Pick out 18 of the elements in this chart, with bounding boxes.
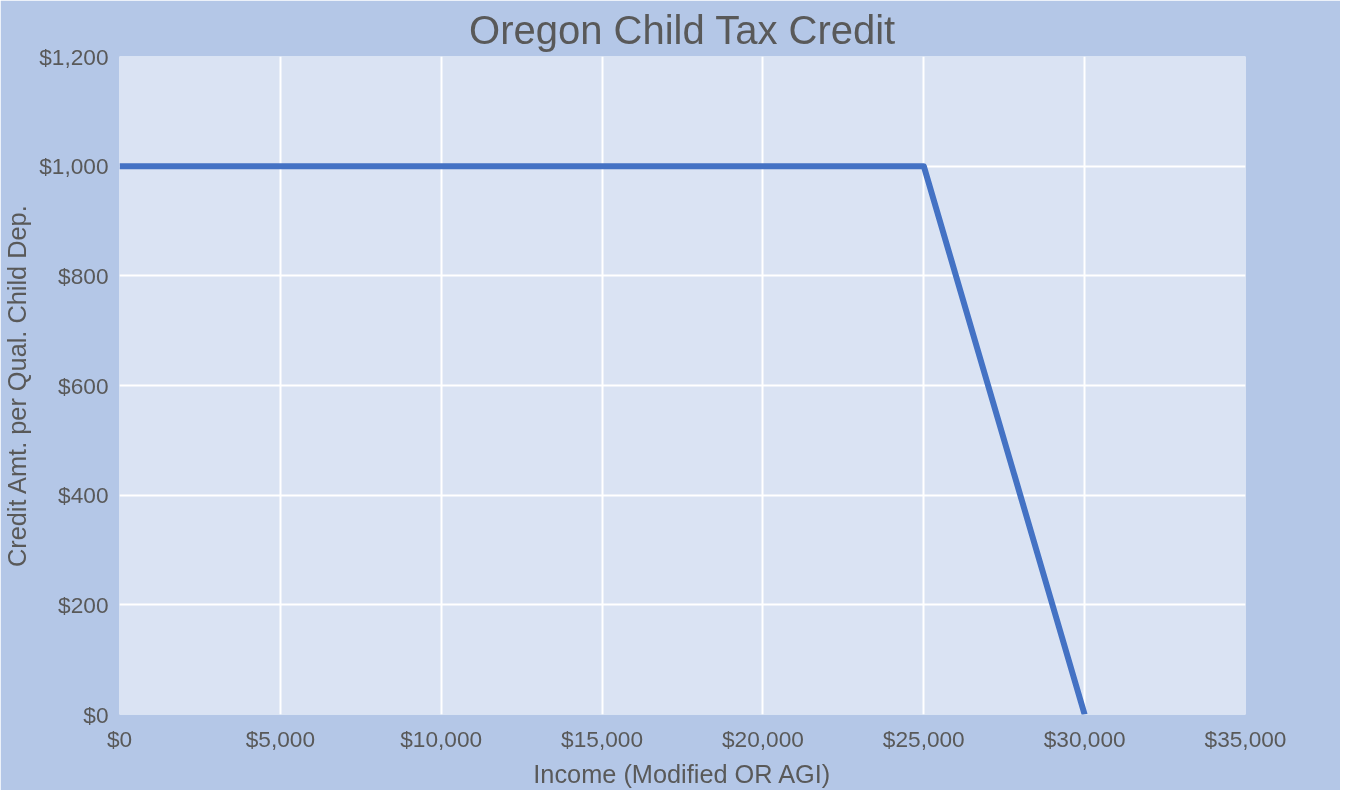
chart-title: Oregon Child Tax Credit	[469, 7, 896, 52]
y-axis-title: Credit Amt. per Qual. Child Dep.	[3, 205, 32, 568]
x-axis-title: Income (Modified OR AGI)	[533, 759, 831, 788]
x-tick-label: $35,000	[1204, 725, 1287, 752]
x-tick-label: $30,000	[1043, 725, 1126, 752]
x-tick-label: $15,000	[561, 725, 644, 752]
x-tick-label: $20,000	[721, 725, 804, 752]
x-tick-label: $10,000	[400, 725, 483, 752]
y-tick-label: $200	[58, 591, 109, 618]
y-tick-label: $400	[58, 482, 109, 509]
x-tick-label: $25,000	[882, 725, 965, 752]
y-tick-label: $600	[58, 372, 109, 399]
y-tick-label: $0	[83, 701, 109, 728]
x-tick-label: $0	[106, 725, 133, 752]
y-tick-label: $1,200	[39, 43, 109, 70]
y-tick-label: $1,000	[39, 153, 109, 180]
x-tick-label: $5,000	[245, 725, 316, 752]
y-tick-label: $800	[58, 262, 109, 289]
